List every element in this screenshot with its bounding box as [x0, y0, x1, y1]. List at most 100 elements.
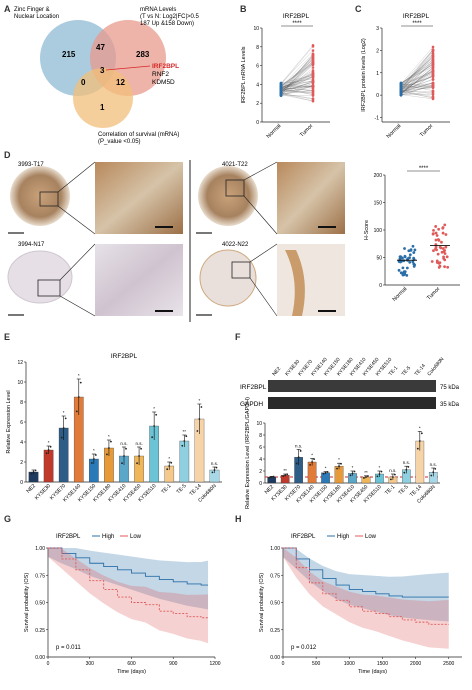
- normal-point: [400, 93, 403, 96]
- significance-label: *: [63, 410, 65, 415]
- scale-bar: [196, 314, 212, 316]
- scale-bar: [196, 232, 212, 234]
- panel-letter-g: G: [4, 514, 11, 524]
- tumor-point: [443, 249, 446, 252]
- replicate-point: [419, 440, 421, 442]
- y-tick-label: 2: [20, 460, 23, 466]
- y-tick-label: 0: [20, 480, 23, 486]
- blot-lane-label: Colo680N: [426, 356, 445, 377]
- normal-point: [400, 87, 403, 90]
- replicate-point: [430, 475, 432, 477]
- y-tick-label: 6: [20, 420, 23, 426]
- x-tick-label: 0: [282, 661, 285, 667]
- replicate-point: [296, 463, 298, 465]
- significance-label: *: [93, 448, 95, 453]
- y-tick-label: 0: [379, 283, 382, 289]
- chart-title: IRF2BPL: [283, 13, 310, 20]
- tumor-point: [432, 232, 435, 235]
- tumor-point: [312, 76, 315, 79]
- panel-letter-f: F: [235, 332, 241, 342]
- y-axis-title: Survival probability (OS): [24, 573, 30, 632]
- tumor-point: [312, 100, 315, 103]
- normal-point: [405, 274, 408, 277]
- replicate-point: [282, 475, 284, 477]
- y-tick-label: 10: [253, 26, 259, 32]
- tumor-point: [432, 58, 435, 61]
- y-tick-label: 12: [17, 360, 23, 366]
- tumor-point: [437, 253, 440, 256]
- normal-point: [400, 90, 403, 93]
- ihc-zoom-image-t22: [277, 162, 345, 234]
- tumor-point: [432, 86, 435, 89]
- normal-point: [404, 255, 407, 258]
- blot-label-protein: IRF2BPL: [240, 384, 267, 391]
- venn-count-zinc-surv: 0: [81, 78, 86, 87]
- scale-bar: [8, 232, 24, 234]
- replicate-point: [198, 418, 200, 420]
- y-tick-label: 0.75: [35, 573, 45, 579]
- tumor-point: [432, 229, 435, 232]
- replicate-point: [434, 468, 436, 470]
- significance-label: n.s.: [120, 441, 127, 446]
- replicate-point: [196, 430, 198, 432]
- replicate-point: [65, 418, 67, 420]
- y-tick-label: 0.50: [270, 601, 280, 607]
- venn-gene-1: IRF2BPL: [152, 63, 179, 70]
- y-tick-label: 150: [374, 201, 383, 207]
- ihc-zoom-line: [58, 206, 95, 234]
- significance-label: **: [183, 429, 187, 434]
- tumor-point: [438, 262, 441, 265]
- normal-point: [408, 256, 411, 259]
- replicate-point: [151, 436, 153, 438]
- replicate-point: [31, 473, 33, 475]
- replicate-point: [271, 476, 273, 478]
- venn-count-mrna-surv: 12: [116, 78, 125, 87]
- normal-point: [400, 256, 403, 259]
- y-tick-label: 4: [20, 440, 23, 446]
- ihc-label-n17: 3994-N17: [18, 242, 45, 248]
- x-category-label: Tumor: [419, 123, 434, 138]
- tumor-point: [432, 67, 435, 70]
- bar: [321, 473, 329, 483]
- replicate-point: [417, 448, 419, 450]
- blot-lane-label: TE-5: [401, 365, 413, 377]
- replicate-point: [323, 473, 325, 475]
- replicate-point: [394, 474, 396, 476]
- pair-line: [281, 94, 313, 101]
- tumor-point: [312, 72, 315, 75]
- replicate-point: [63, 427, 65, 429]
- replicate-point: [95, 454, 97, 456]
- normal-point: [411, 260, 414, 263]
- y-tick-label: 3: [376, 26, 379, 32]
- y-tick-label: 1.00: [270, 546, 280, 552]
- y-tick-label: 8: [259, 433, 262, 439]
- ihc-zoom-image-t17: [95, 162, 183, 234]
- venn-count-zinc-only: 215: [62, 50, 76, 59]
- replicate-point: [313, 458, 315, 460]
- significance-label: n.s.: [211, 461, 218, 466]
- tumor-point: [440, 241, 443, 244]
- tumor-point: [432, 95, 435, 98]
- replicate-point: [170, 462, 172, 464]
- tumor-point: [432, 82, 435, 85]
- replicate-point: [300, 450, 302, 452]
- replicate-point: [33, 471, 35, 473]
- significance-label: *: [352, 465, 354, 470]
- blot-lane-label: NE2: [271, 366, 282, 377]
- replicate-point: [108, 447, 110, 449]
- panel-letter-a: A: [4, 4, 11, 14]
- tumor-point: [312, 63, 315, 66]
- replicate-point: [311, 461, 313, 463]
- y-tick-label: 0.25: [270, 628, 280, 634]
- significance-label: *: [325, 466, 327, 471]
- p-value: p = 0.012: [291, 645, 317, 651]
- significance-label: *: [108, 434, 110, 439]
- replicate-point: [338, 465, 340, 467]
- normal-point: [400, 272, 403, 275]
- significance-label: *: [379, 465, 381, 470]
- y-axis-title: Relative Expression Level (IRF2BPL/GAPDH…: [245, 397, 251, 509]
- replicate-point: [377, 476, 379, 478]
- tumor-point: [442, 226, 445, 229]
- replicate-point: [106, 454, 108, 456]
